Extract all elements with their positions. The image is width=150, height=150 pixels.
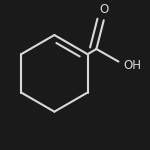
Text: O: O xyxy=(100,3,109,16)
Text: OH: OH xyxy=(123,59,141,72)
